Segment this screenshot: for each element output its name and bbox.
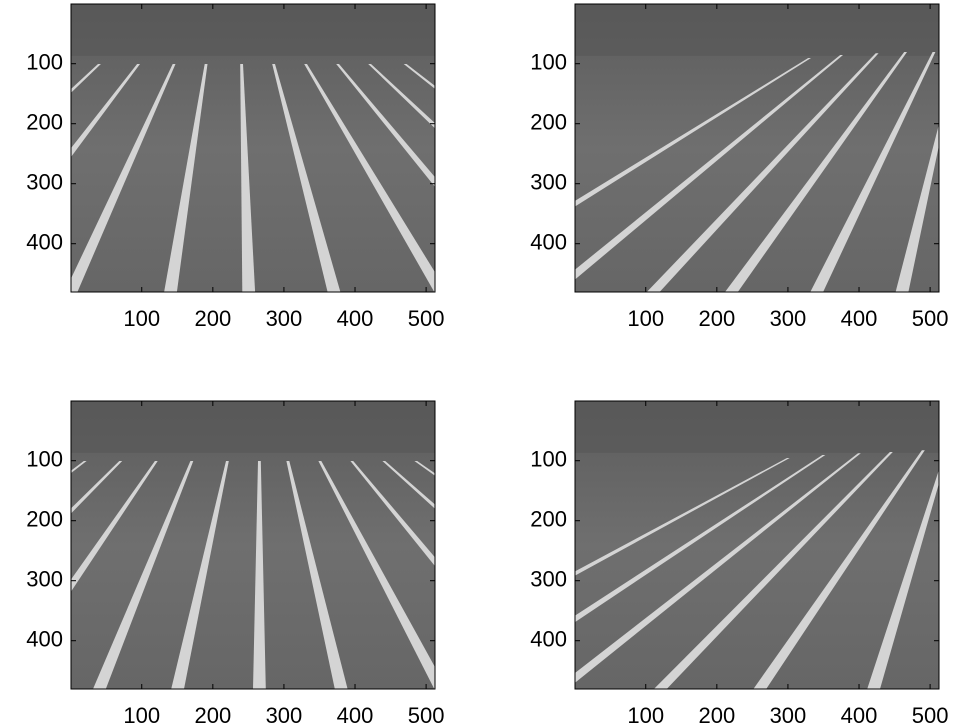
lane-stripe [810,52,936,292]
axes-box [574,3,940,293]
y-tick-label: 400 [530,627,567,652]
y-tick-label: 100 [26,50,63,75]
axes-box [574,400,940,690]
lane-stripe [71,64,176,292]
x-tick-label: 200 [194,306,231,331]
lane-stripe [286,461,348,689]
x-tick-label: 400 [337,703,374,727]
lane-stripe [575,453,861,683]
subplot: 100 200 300 400 500 100 200 300 400 [26,3,445,331]
x-tick-label: 100 [627,703,664,727]
y-tick-label: 300 [530,567,567,592]
image [575,4,939,292]
lane-stripe [575,458,790,576]
x-tick-label: 400 [841,306,878,331]
y-tick-label: 100 [530,447,567,472]
lane-stripe [318,461,435,689]
lane-stripe [653,452,893,689]
lane-stripe [71,64,140,157]
x-tick-label: 500 [408,306,445,331]
x-tick-label: 100 [123,306,160,331]
y-tick-label: 200 [26,110,63,135]
lane-stripe [350,461,435,567]
x-tick-label: 500 [408,703,445,727]
lane-stripe [71,461,123,514]
x-tick-label: 300 [266,306,303,331]
lane-stripe [93,461,194,689]
lane-stripe [240,64,256,292]
x-tick-label: 300 [770,306,807,331]
lane-stripe [725,52,907,292]
y-tick-label: 200 [530,110,567,135]
lane-stripe [414,461,435,476]
lane-stripe [575,58,811,207]
y-tick-label: 400 [26,627,63,652]
far-area [71,4,435,56]
y-tick-label: 400 [530,230,567,255]
x-tick-label: 100 [627,306,664,331]
lane-stripe [272,64,341,292]
far-area [575,4,939,56]
lane-stripe [403,64,435,89]
far-area [71,401,435,453]
x-tick-label: 500 [912,306,949,331]
subplot: 100 200 300 400 500 100 200 300 400 [26,400,445,727]
x-tick-label: 500 [912,703,949,727]
x-tick-label: 200 [698,703,735,727]
y-tick-label: 400 [26,230,63,255]
lane-stripe [575,455,826,623]
x-tick-label: 400 [337,306,374,331]
lane-stripe [164,64,208,292]
lane-stripe [895,124,939,292]
lane-stripe [304,64,435,292]
x-tick-label: 300 [266,703,303,727]
lane-stripe [171,461,229,689]
x-tick-label: 200 [194,703,231,727]
subplot: 100 200 300 400 500 100 200 300 400 [530,3,949,331]
x-tick-label: 400 [841,703,878,727]
image [71,401,435,689]
subplot: 100 200 300 400 500 100 200 300 400 [530,400,949,727]
y-tick-label: 300 [530,170,567,195]
x-tick-label: 300 [770,703,807,727]
axes-box [70,3,436,293]
lane-stripe [71,64,101,93]
y-tick-label: 100 [26,447,63,472]
y-tick-label: 200 [530,507,567,532]
lane-stripe [575,55,843,280]
lane-stripe [753,450,925,689]
lane-stripe [71,461,87,474]
image [71,4,435,292]
y-tick-label: 300 [26,567,63,592]
y-tick-label: 300 [26,170,63,195]
y-tick-label: 200 [26,507,63,532]
lane-stripe [382,461,435,509]
x-tick-label: 100 [123,703,160,727]
lane-stripe [646,53,879,292]
y-tick-label: 100 [530,50,567,75]
lane-stripe [867,469,939,689]
lane-stripe [71,461,158,592]
far-area [575,401,939,453]
axes-box [70,400,436,690]
lane-stripe [253,461,266,689]
image [575,401,939,689]
lane-stripe [336,64,435,187]
x-tick-label: 200 [698,306,735,331]
lane-stripe [368,64,435,129]
